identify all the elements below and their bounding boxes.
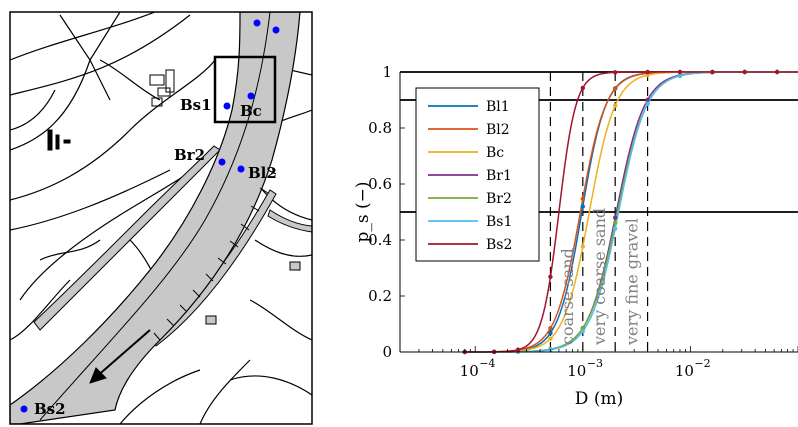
legend-label-bl2: Bl2: [486, 122, 510, 138]
zoom-box: [213, 55, 277, 124]
y-tick-label: 0.8: [368, 119, 392, 137]
site-label-br2: Br2: [174, 146, 205, 164]
x-tick-exponent: −4: [479, 357, 495, 370]
data-point-bc-3: [548, 336, 553, 341]
data-point-bs2-5: [612, 70, 618, 75]
site-marker-bl1: [253, 19, 261, 27]
data-point-bs2-6: [645, 69, 650, 75]
y-tick-label: 0.2: [368, 287, 392, 305]
data-point-bl1-3: [548, 330, 553, 336]
data-point-br2-5: [612, 220, 618, 226]
site-marker-br1: [272, 26, 280, 34]
data-point-bs2-10: [774, 69, 780, 75]
legend-label-br1: Br1: [486, 168, 512, 184]
y-tick-label: 1: [382, 63, 392, 81]
site-marker-bs1: [223, 102, 231, 110]
series-line-bs2: [464, 71, 798, 353]
x-tick-label: 10: [675, 362, 694, 380]
site-marker-bs2: [20, 405, 28, 413]
site-marker-bl2: [237, 165, 245, 173]
class-label-2: very fine gravel: [622, 218, 641, 346]
site-marker-bc: [247, 92, 255, 100]
legend-label-bs2: Bs2: [486, 237, 512, 253]
legend-label-bs1: Bs1: [486, 214, 512, 230]
x-tick-label: 10: [460, 362, 479, 380]
data-point-bs2-8: [710, 69, 715, 75]
x-tick-exponent: −3: [587, 357, 603, 370]
map-frame: [9, 11, 313, 425]
y-tick-label: 0.6: [368, 175, 392, 193]
data-point-br1-5: [612, 215, 618, 220]
site-label-bc: Bc: [240, 102, 262, 120]
data-point-bs1-6: [645, 101, 650, 107]
data-point-bl2-4: [580, 196, 586, 201]
data-point-bc-4: [580, 244, 586, 249]
data-point-br2-4: [580, 325, 586, 331]
data-point-bs2-7: [677, 69, 683, 75]
x-axis-label: D (m): [575, 389, 623, 409]
grain-size-chart: coarse sand very coarse sand very fine gra…: [353, 63, 798, 409]
river: [10, 12, 301, 424]
x-tick-label: 10: [567, 362, 586, 380]
site-marker-br2: [218, 158, 226, 166]
data-point-bs2-2: [515, 347, 521, 352]
data-point-bl2-5: [612, 86, 618, 91]
site-label-bs2: Bs2: [34, 400, 66, 418]
chart-legend: Bl1 Bl2 Bc Br1 Br2 Bs1 Bs2: [415, 87, 540, 262]
data-point-bs2-3: [548, 274, 553, 280]
y-tick-label: 0: [382, 343, 392, 361]
data-point-bs2-9: [742, 69, 747, 75]
data-point-bs1-4: [580, 329, 586, 334]
data-point-bs1-7: [677, 73, 683, 78]
legend-label-br2: Br2: [486, 191, 512, 207]
data-point-bc-6: [645, 72, 650, 78]
class-label-0: coarse sand: [558, 248, 577, 345]
data-point-br1-6: [645, 97, 650, 102]
x-tick-exponent: −2: [694, 357, 710, 370]
class-label-1: very coarse sand: [590, 208, 609, 346]
data-point-bc-5: [612, 103, 618, 108]
legend-label-bl1: Bl1: [486, 99, 510, 115]
legend-label-bc: Bc: [486, 145, 504, 161]
site-label-bs1: Bs1: [180, 96, 212, 114]
data-point-bs2-4: [580, 85, 586, 91]
data-point-bl1-4: [580, 204, 586, 209]
y-axis-label: p_s (−): [353, 181, 373, 242]
data-point-bl2-3: [548, 325, 553, 331]
y-tick-label: 0.4: [368, 231, 392, 249]
site-map: Bl2 Bc Br2 Bs1 Bs2: [0, 0, 320, 427]
site-label-bl2: Bl2: [248, 164, 277, 182]
data-point-bs1-5: [612, 226, 618, 231]
